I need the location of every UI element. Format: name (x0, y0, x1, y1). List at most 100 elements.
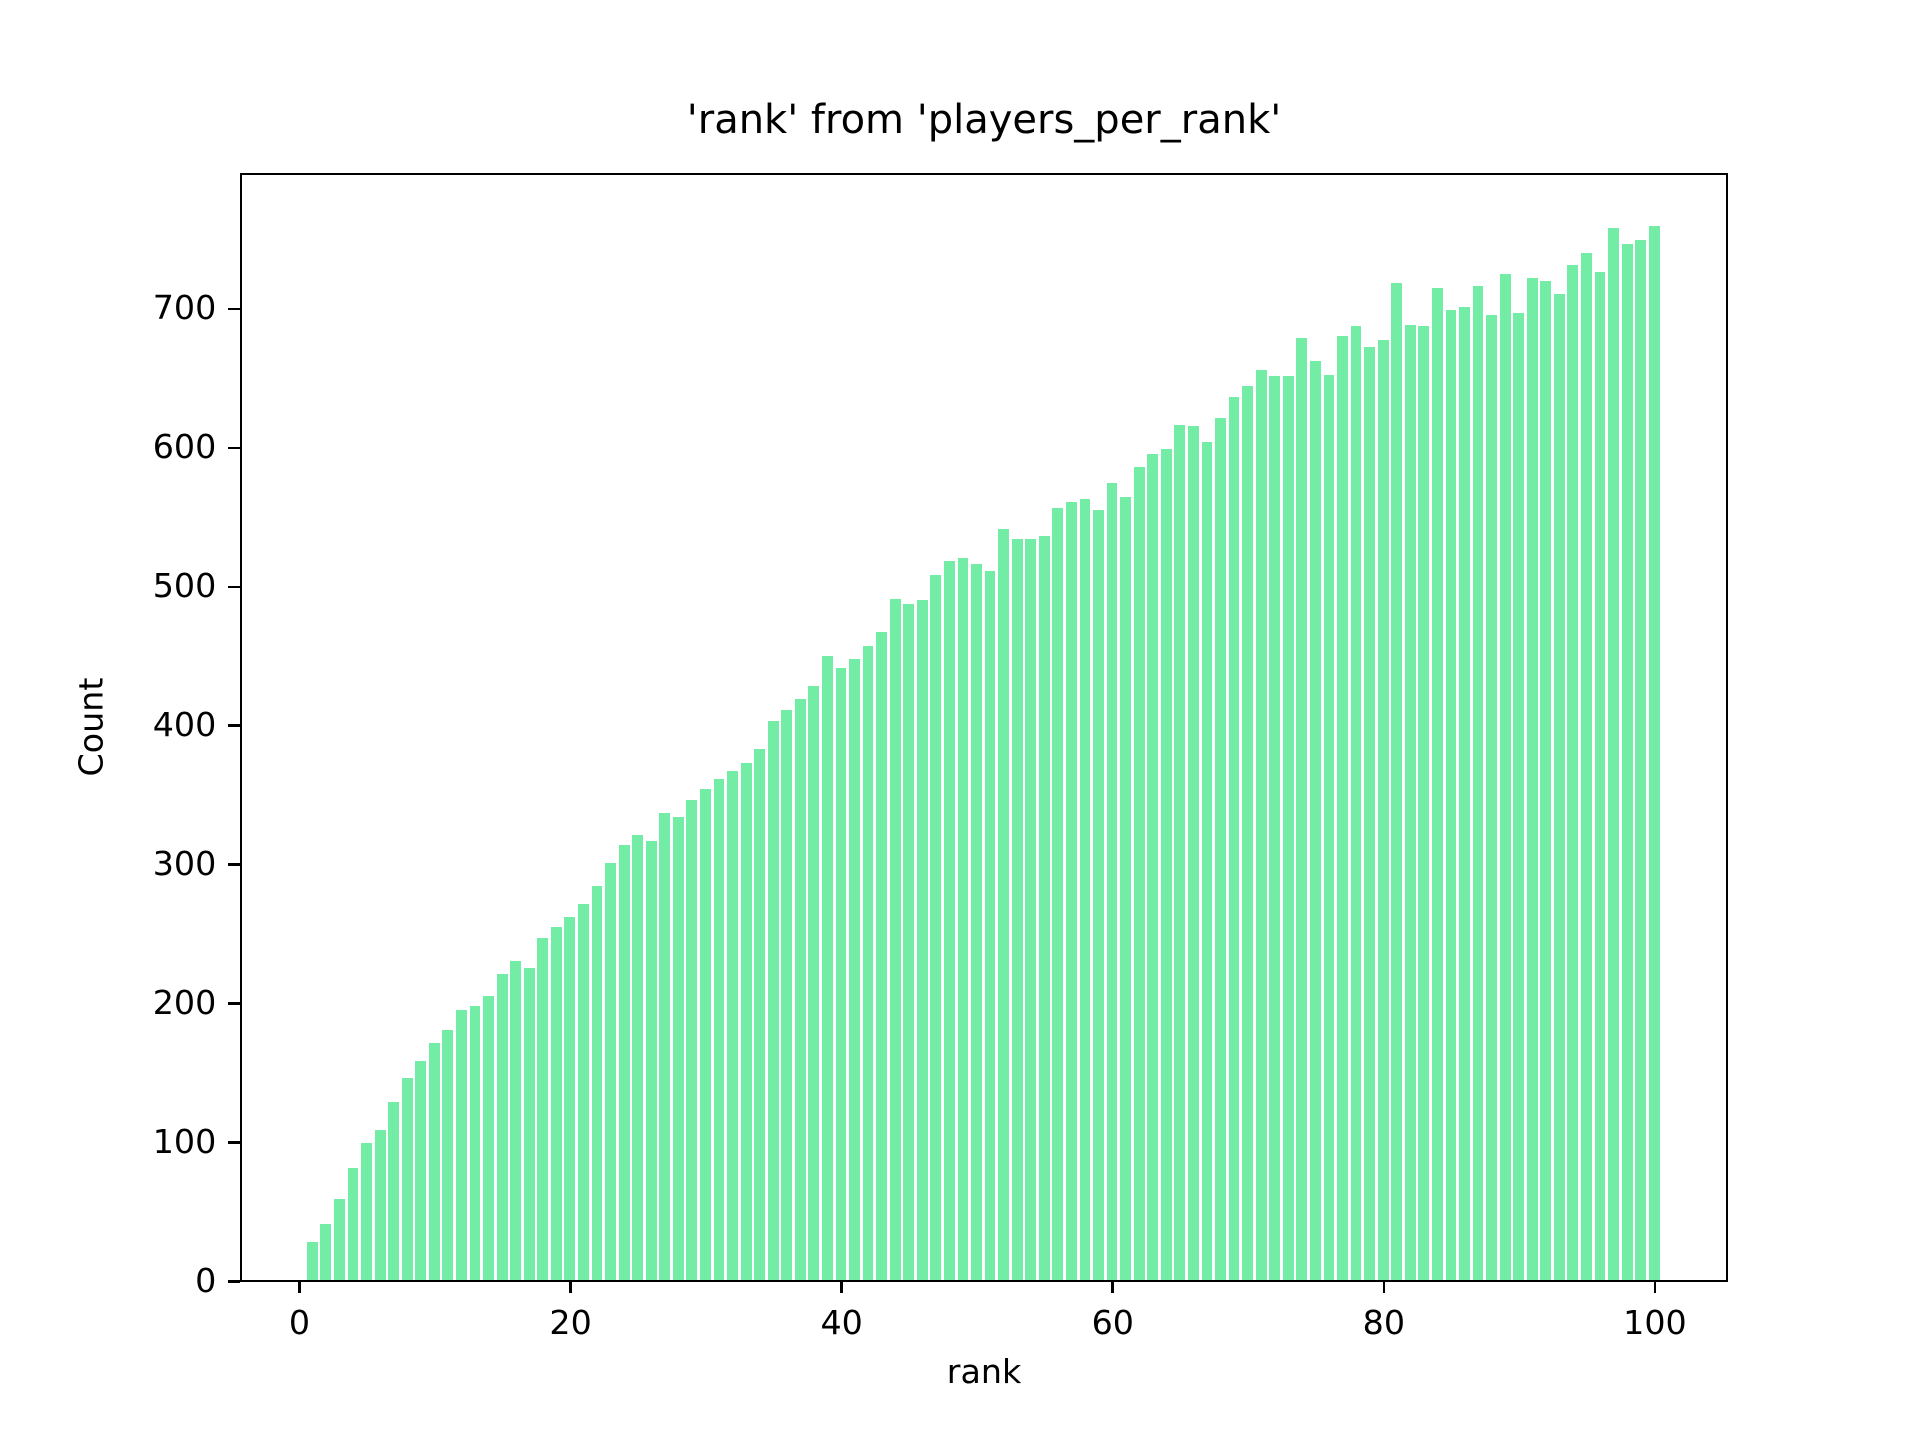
bar-rank-40 (835, 668, 847, 1280)
bar-rank-96 (1594, 272, 1606, 1280)
x-tick-label-60: 60 (1091, 1302, 1134, 1342)
bar-rank-77 (1337, 336, 1348, 1280)
x-tick-60 (1111, 1281, 1115, 1294)
bar-rank-84 (1431, 287, 1443, 1280)
bar-rank-73 (1282, 376, 1294, 1280)
bar-rank-32 (727, 771, 738, 1280)
bar-rank-28 (672, 816, 684, 1280)
x-tick-40 (840, 1281, 844, 1294)
bar-rank-8 (401, 1078, 413, 1280)
bar-rank-95 (1581, 252, 1592, 1280)
y-tick-label-500: 500 (152, 565, 217, 605)
y-tick-600 (228, 446, 240, 450)
bar-rank-30 (700, 789, 711, 1280)
bar-rank-80 (1377, 340, 1389, 1280)
bar-rank-41 (849, 658, 860, 1280)
x-tick-80 (1382, 1281, 1386, 1294)
bar-rank-11 (442, 1029, 454, 1280)
bar-rank-39 (822, 655, 833, 1280)
y-tick-700 (228, 307, 240, 311)
bar-rank-26 (645, 840, 657, 1280)
bar-rank-33 (740, 762, 752, 1280)
bar-rank-100 (1648, 226, 1660, 1280)
bar-rank-24 (618, 844, 630, 1280)
bar-rank-61 (1120, 497, 1132, 1280)
bar-rank-36 (781, 709, 793, 1280)
y-tick-400 (228, 724, 240, 728)
bar-rank-23 (605, 862, 616, 1280)
bar-rank-42 (862, 646, 874, 1280)
bar-rank-97 (1608, 227, 1619, 1280)
bar-rank-29 (686, 800, 698, 1280)
bar-rank-65 (1174, 425, 1186, 1280)
x-tick-100 (1653, 1281, 1657, 1294)
bar-rank-3 (334, 1199, 345, 1280)
bar-rank-71 (1255, 369, 1267, 1280)
bar-rank-56 (1052, 508, 1064, 1280)
bar-rank-45 (903, 604, 915, 1280)
bar-rank-63 (1147, 454, 1159, 1280)
bar-rank-64 (1160, 448, 1172, 1280)
plot-area (240, 172, 1728, 1282)
bar-rank-38 (808, 686, 820, 1280)
bar-rank-83 (1418, 326, 1430, 1280)
bar-rank-93 (1553, 294, 1565, 1280)
bar-rank-44 (889, 598, 901, 1280)
x-tick-label-100: 100 (1623, 1302, 1687, 1342)
bar-rank-34 (754, 748, 766, 1280)
bar-rank-7 (388, 1101, 400, 1280)
bar-rank-19 (550, 926, 562, 1280)
bar-rank-51 (984, 570, 996, 1280)
bar-rank-27 (659, 812, 671, 1280)
bar-rank-15 (496, 973, 508, 1280)
bar-rank-35 (767, 721, 779, 1280)
x-tick-20 (569, 1281, 572, 1294)
bar-rank-92 (1540, 280, 1552, 1280)
bar-rank-69 (1228, 397, 1240, 1280)
bar-rank-62 (1133, 466, 1145, 1280)
bar-rank-5 (361, 1143, 372, 1280)
bar-rank-14 (483, 996, 494, 1280)
bar-rank-54 (1025, 539, 1037, 1280)
bar-rank-75 (1309, 361, 1321, 1280)
y-tick-0 (228, 1280, 240, 1283)
bar-rank-49 (957, 558, 969, 1280)
bar-rank-55 (1038, 536, 1050, 1280)
bar-rank-82 (1404, 325, 1416, 1280)
bar-rank-60 (1106, 483, 1118, 1280)
bar-rank-18 (537, 937, 549, 1280)
bar-rank-31 (713, 779, 725, 1280)
bar-rank-43 (876, 632, 888, 1280)
chart-title: 'rank' from 'players_per_rank' (686, 97, 1282, 143)
y-tick-200 (228, 1002, 240, 1006)
bar-rank-22 (591, 886, 603, 1280)
bar-rank-47 (930, 575, 942, 1280)
y-tick-label-600: 600 (152, 426, 217, 466)
bar-rank-87 (1472, 286, 1484, 1280)
bar-rank-89 (1499, 273, 1511, 1280)
bar-rank-99 (1635, 240, 1647, 1280)
bar-rank-6 (374, 1129, 386, 1280)
x-tick-label-20: 20 (549, 1302, 592, 1342)
y-tick-100 (228, 1141, 240, 1144)
bar-rank-10 (428, 1043, 440, 1280)
bar-rank-76 (1323, 375, 1335, 1280)
bar-rank-78 (1350, 326, 1362, 1280)
y-tick-label-400: 400 (152, 704, 217, 744)
x-tick-label-40: 40 (820, 1302, 863, 1342)
y-tick-300 (228, 863, 240, 867)
bar-rank-4 (347, 1168, 359, 1280)
bar-rank-58 (1079, 498, 1091, 1280)
bar-rank-21 (578, 904, 589, 1280)
bar-rank-9 (415, 1061, 427, 1280)
bar-rank-17 (523, 968, 535, 1280)
bar-rank-12 (456, 1010, 467, 1280)
y-tick-label-200: 200 (152, 982, 217, 1022)
bar-rank-72 (1269, 376, 1281, 1280)
bar-rank-70 (1242, 386, 1254, 1280)
bar-rank-79 (1364, 347, 1375, 1280)
x-tick-label-80: 80 (1362, 1302, 1406, 1342)
bar-rank-90 (1513, 312, 1525, 1280)
bar-rank-53 (1011, 539, 1023, 1280)
x-axis-label: rank (946, 1352, 1022, 1391)
